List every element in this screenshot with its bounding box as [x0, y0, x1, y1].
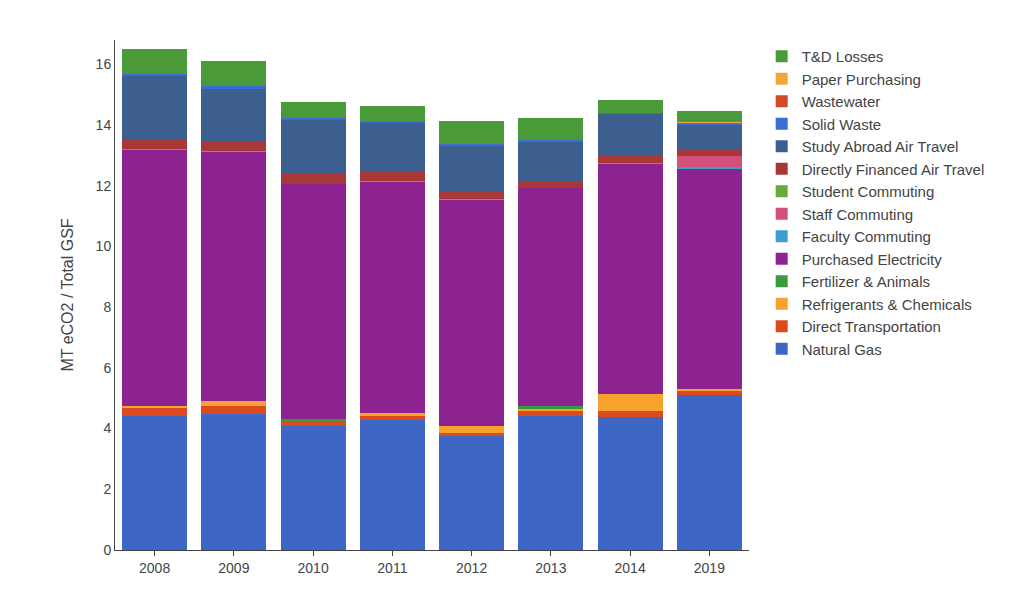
svg-text:2010: 2010 — [298, 560, 329, 576]
svg-text:2: 2 — [103, 481, 111, 497]
svg-text:2012: 2012 — [456, 560, 487, 576]
svg-text:0: 0 — [103, 542, 111, 558]
svg-text:Refrigerants & Chemicals: Refrigerants & Chemicals — [802, 296, 972, 313]
svg-text:Purchased Electricity: Purchased Electricity — [802, 251, 943, 268]
svg-text:2011: 2011 — [377, 560, 407, 576]
svg-text:Staff Commuting: Staff Commuting — [802, 206, 913, 223]
svg-text:Fertilizer & Animals: Fertilizer & Animals — [802, 273, 930, 290]
svg-text:2014: 2014 — [615, 560, 646, 576]
svg-text:8: 8 — [103, 299, 111, 315]
svg-text:Faculty Commuting: Faculty Commuting — [802, 228, 931, 245]
svg-text:Direct Transportation: Direct Transportation — [802, 318, 941, 335]
svg-text:2008: 2008 — [139, 560, 170, 576]
svg-text:Wastewater: Wastewater — [802, 93, 881, 110]
svg-text:12: 12 — [96, 178, 112, 194]
svg-text:Study Abroad Air Travel: Study Abroad Air Travel — [802, 138, 959, 155]
svg-text:4: 4 — [103, 420, 111, 436]
svg-text:2019: 2019 — [694, 560, 725, 576]
svg-text:10: 10 — [96, 238, 112, 254]
svg-text:Solid Waste: Solid Waste — [802, 116, 881, 133]
svg-text:Student Commuting: Student Commuting — [802, 183, 935, 200]
svg-text:2013: 2013 — [535, 560, 566, 576]
svg-text:14: 14 — [96, 117, 112, 133]
svg-text:2009: 2009 — [218, 560, 249, 576]
svg-text:MT eCO2 / Total GSF: MT eCO2 / Total GSF — [59, 218, 76, 371]
svg-text:Directly Financed Air Travel: Directly Financed Air Travel — [802, 161, 985, 178]
svg-text:T&D Losses: T&D Losses — [802, 48, 884, 65]
svg-text:16: 16 — [96, 56, 112, 72]
svg-text:Natural Gas: Natural Gas — [802, 341, 882, 358]
svg-text:6: 6 — [103, 360, 111, 376]
svg-text:Paper Purchasing: Paper Purchasing — [802, 71, 921, 88]
